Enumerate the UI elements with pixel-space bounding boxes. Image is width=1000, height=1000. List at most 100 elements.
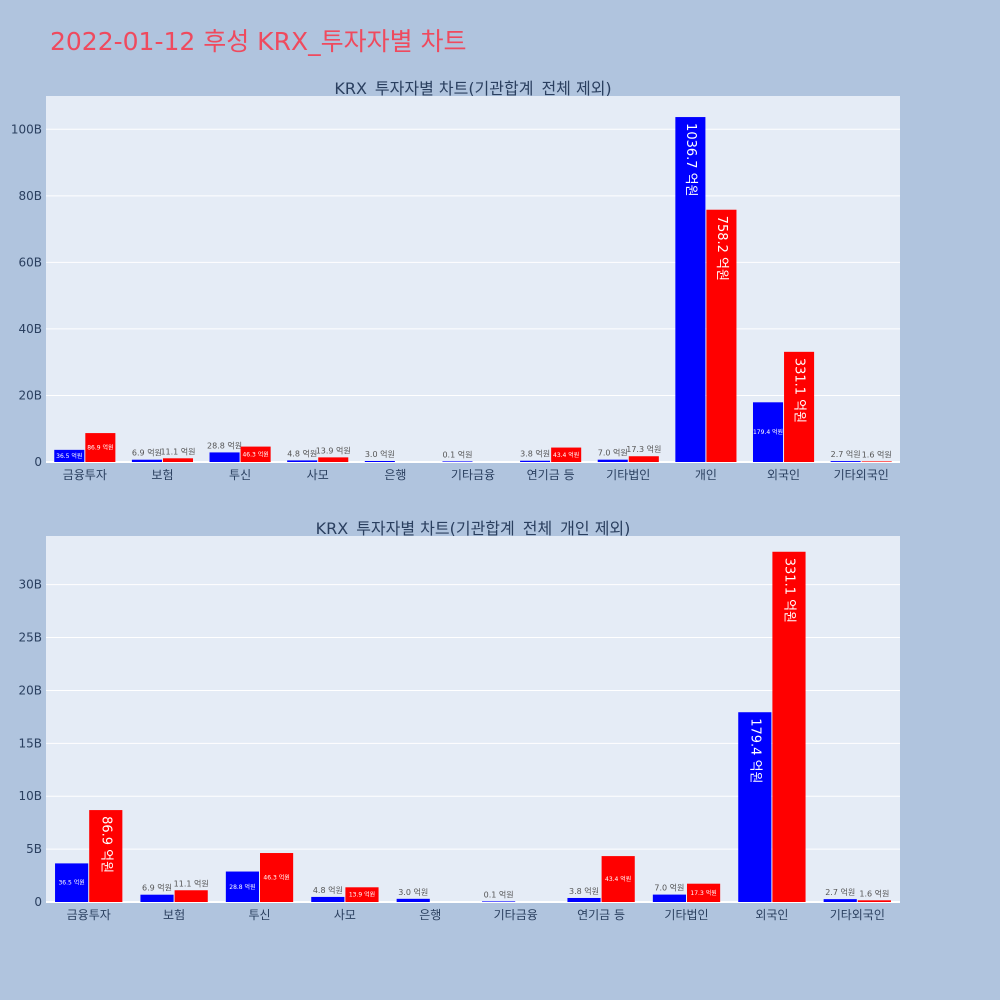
y-tick-label: 10B: [18, 789, 42, 803]
chart-title: KRX_투자자별 차트(기관합계_전체_개인 제외): [316, 519, 631, 539]
y-tick-label: 60B: [18, 255, 42, 269]
bar-blue: [55, 863, 89, 902]
y-tick-label: 30B: [18, 578, 42, 592]
bar-data-label: 43.4 억원: [553, 451, 579, 459]
bar-data-label: 2.7 억원: [831, 449, 861, 459]
x-tick-label: 금융투자: [67, 908, 111, 922]
x-tick-label: 연기금 등: [577, 908, 625, 922]
y-tick-label: 20B: [18, 683, 42, 697]
bar-blue: [752, 402, 784, 462]
bar-data-label: 2.7 억원: [825, 887, 855, 897]
bar-data-label: 7.0 억원: [598, 448, 628, 458]
bar-red: [784, 351, 815, 462]
bar-red: [857, 900, 891, 902]
bar-data-label: 13.9 억원: [316, 445, 351, 455]
chart-2-investor-bars-excl-individual: KRX_투자자별 차트(기관합계_전체_개인 제외) 0 5B 10B 15B 20B 25…: [18, 519, 900, 922]
bar-blue: [225, 871, 259, 902]
bar-blue: [131, 459, 162, 462]
y-tick-label: 80B: [18, 189, 42, 203]
bar-data-label: 1.6 억원: [859, 888, 889, 898]
x-tick-label: 외국인: [755, 908, 788, 922]
bar-data-label: 11.1 억원: [174, 878, 209, 888]
bar-blue: [823, 899, 857, 902]
bar-data-label: 28.8 억원: [229, 883, 255, 891]
bar-data-label: 3.0 억원: [398, 887, 428, 897]
bar-blue: [830, 461, 861, 462]
x-tick-label: 기타외국인: [830, 908, 885, 922]
bar-data-label: 331.1 억원: [792, 358, 807, 423]
bar-data-label: 7.0 억원: [654, 883, 684, 893]
bar-blue: [567, 897, 601, 902]
bar-data-label: 3.8 억원: [520, 449, 550, 459]
x-tick-label: 보험: [151, 468, 173, 482]
x-tick-label: 기타외국인: [834, 468, 889, 482]
x-tick-label: 투신: [248, 908, 270, 922]
bar-red: [861, 461, 892, 462]
bar-red: [601, 856, 635, 902]
y-tick-label: 100B: [11, 122, 42, 136]
bar-data-label: 331.1 억원: [781, 558, 796, 623]
bar-data-label: 0.1 억원: [442, 449, 472, 459]
x-tick-label: 사모: [334, 908, 356, 922]
y-tick-label: 5B: [26, 842, 42, 856]
x-tick-label: 연기금 등: [527, 468, 575, 482]
bar-data-label: 758.2 억원: [714, 216, 729, 281]
bar-data-label: 11.1 억원: [160, 446, 195, 456]
bar-data-label: 179.4 억원: [753, 428, 783, 436]
x-tick-label: 금융투자: [63, 468, 107, 482]
x-tick-label: 기타법인: [664, 908, 708, 922]
bar-data-label: 86.9 억원: [98, 816, 113, 873]
bar-data-label: 17.3 억원: [690, 889, 716, 897]
plot-area: [46, 96, 900, 462]
bar-data-label: 17.3 억원: [626, 444, 661, 454]
bar-red: [345, 887, 379, 902]
bar-data-label: 0.1 억원: [484, 889, 514, 899]
bar-blue: [597, 459, 628, 462]
bar-data-label: 43.4 억원: [605, 875, 631, 883]
bar-red: [89, 810, 123, 902]
x-tick-label: 기타금융: [494, 908, 538, 922]
bar-blue: [520, 460, 551, 462]
x-tick-label: 기타법인: [606, 468, 650, 482]
bar-blue: [209, 452, 240, 462]
bar-data-label: 46.3 억원: [242, 450, 268, 458]
y-tick-label: 15B: [18, 736, 42, 750]
plot-area: [46, 536, 900, 902]
bar-red: [240, 446, 271, 462]
bar-blue: [738, 712, 772, 902]
bar-red: [260, 853, 294, 902]
bar-blue: [652, 894, 686, 902]
bar-red: [628, 456, 659, 462]
x-tick-label: 은행: [419, 907, 441, 922]
bar-data-label: 4.8 억원: [313, 885, 343, 895]
bar-red: [162, 458, 194, 462]
bar-data-label: 13.9 억원: [349, 891, 375, 899]
bar-blue: [54, 449, 85, 462]
x-tick-label: 기타금융: [451, 468, 495, 482]
bar-blue: [396, 898, 430, 902]
y-tick-label: 0: [34, 895, 42, 909]
bar-blue: [442, 461, 473, 462]
bar-blue: [140, 894, 174, 902]
bar-data-label: 28.8 억원: [207, 440, 242, 450]
x-tick-label: 개인: [695, 468, 717, 482]
bar-data-label: 179.4 억원: [747, 718, 762, 783]
page-title: 2022-01-12 후성 KRX_투자자별 차트: [50, 27, 467, 56]
bar-red: [551, 447, 582, 462]
bar-red: [85, 433, 116, 462]
chart-title: KRX_투자자별 차트(기관합계_전체 제외): [334, 79, 611, 99]
bar-data-label: 46.3 억원: [263, 874, 289, 882]
x-tick-label: 은행: [384, 467, 406, 482]
bar-data-label: 1036.7 억원: [683, 123, 698, 197]
bar-red: [174, 890, 208, 902]
bar-blue: [311, 896, 345, 902]
bar-data-label: 1.6 억원: [862, 449, 892, 459]
bar-data-label: 6.9 억원: [142, 883, 172, 893]
bar-data-label: 86.9 억원: [87, 444, 113, 452]
bar-data-label: 36.5 억원: [56, 452, 82, 460]
bar-data-label: 36.5 억원: [58, 879, 84, 887]
chart-1-investor-bars: KRX_투자자별 차트(기관합계_전체 제외) 0 20B 40B 60B 80B 100B…: [11, 79, 900, 482]
y-tick-label: 25B: [18, 631, 42, 645]
bar-red: [706, 209, 737, 462]
bar-data-label: 3.0 억원: [365, 449, 395, 459]
